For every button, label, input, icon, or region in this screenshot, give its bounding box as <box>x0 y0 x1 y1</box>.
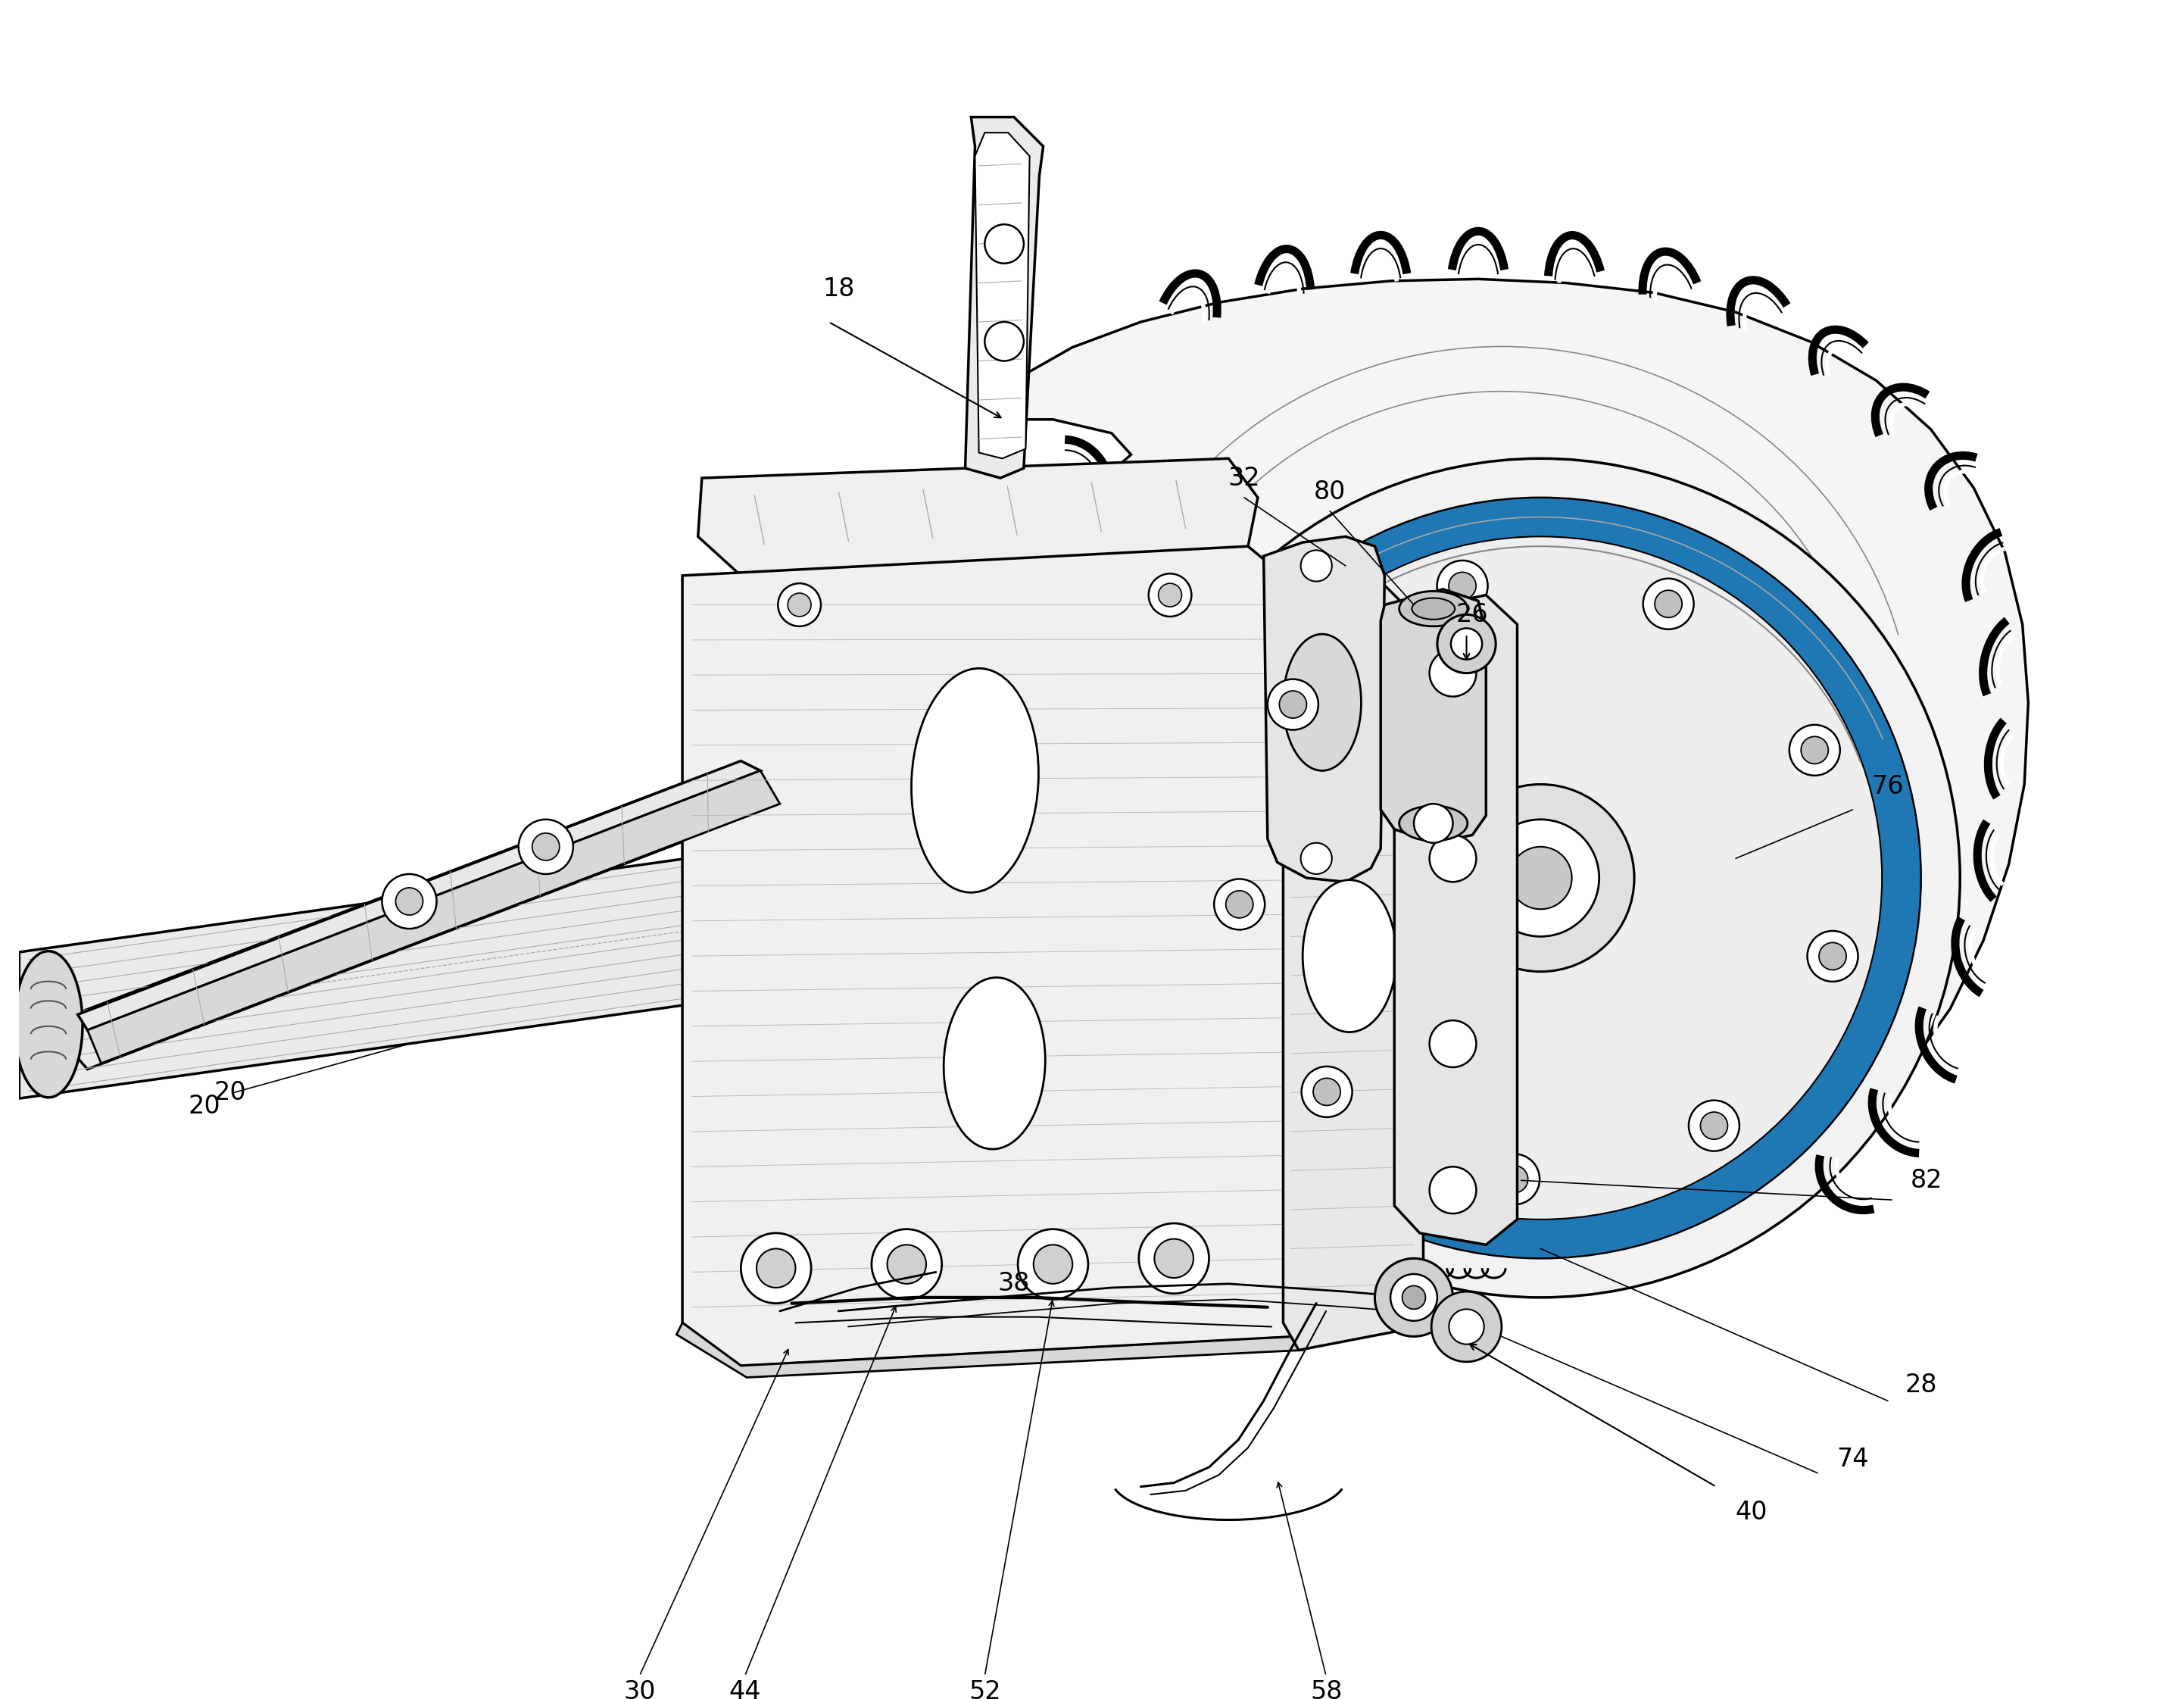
Circle shape <box>1155 1239 1192 1278</box>
Circle shape <box>1431 1291 1503 1363</box>
Polygon shape <box>1265 537 1385 882</box>
Circle shape <box>1199 537 1883 1220</box>
Circle shape <box>756 1249 795 1288</box>
Circle shape <box>1789 725 1839 775</box>
Circle shape <box>1225 890 1254 917</box>
Circle shape <box>788 593 810 617</box>
Polygon shape <box>699 459 1258 576</box>
Polygon shape <box>20 797 1140 1099</box>
Ellipse shape <box>1411 598 1455 620</box>
Text: 80: 80 <box>1315 479 1345 505</box>
Circle shape <box>395 887 424 916</box>
Text: 30: 30 <box>622 1679 655 1699</box>
Circle shape <box>1808 931 1859 982</box>
Circle shape <box>1120 459 1959 1298</box>
Circle shape <box>1160 498 1922 1259</box>
Text: 28: 28 <box>1904 1373 1937 1398</box>
Circle shape <box>1437 561 1487 612</box>
Text: 20: 20 <box>188 1094 221 1118</box>
Ellipse shape <box>911 668 1040 892</box>
Text: 76: 76 <box>1872 773 1904 799</box>
Polygon shape <box>677 1303 1321 1378</box>
Polygon shape <box>1284 586 1424 1351</box>
Circle shape <box>1802 736 1828 765</box>
Circle shape <box>1688 1101 1738 1150</box>
Circle shape <box>1448 573 1476 600</box>
Polygon shape <box>965 117 1044 477</box>
Circle shape <box>1267 680 1319 731</box>
Text: 74: 74 <box>1837 1448 1870 1471</box>
Circle shape <box>1158 583 1182 607</box>
Circle shape <box>518 819 572 873</box>
Circle shape <box>1214 878 1265 929</box>
Circle shape <box>1448 785 1634 972</box>
Circle shape <box>778 583 821 627</box>
Circle shape <box>1437 615 1496 673</box>
Circle shape <box>1402 1286 1426 1310</box>
Circle shape <box>1033 1245 1072 1284</box>
Circle shape <box>985 321 1024 360</box>
Circle shape <box>1489 1154 1540 1205</box>
Circle shape <box>533 833 559 860</box>
Circle shape <box>985 224 1024 263</box>
Circle shape <box>1701 1113 1728 1140</box>
Circle shape <box>1483 819 1599 936</box>
Text: 52: 52 <box>968 1679 1000 1699</box>
Circle shape <box>1302 550 1332 581</box>
Circle shape <box>1391 1274 1437 1320</box>
Text: 20: 20 <box>214 1081 247 1104</box>
Circle shape <box>1149 574 1192 617</box>
Circle shape <box>1018 1228 1088 1300</box>
Circle shape <box>1448 1310 1485 1344</box>
Circle shape <box>1431 1021 1476 1067</box>
Ellipse shape <box>943 977 1046 1149</box>
Circle shape <box>1655 590 1682 617</box>
Circle shape <box>1138 1223 1210 1293</box>
Circle shape <box>1313 1079 1341 1106</box>
Circle shape <box>871 1228 941 1300</box>
Circle shape <box>1431 1167 1476 1213</box>
Polygon shape <box>79 761 760 1030</box>
Circle shape <box>1431 649 1476 697</box>
Circle shape <box>1509 846 1572 909</box>
Text: 58: 58 <box>1310 1679 1343 1699</box>
Text: 26: 26 <box>1457 601 1489 627</box>
Text: 82: 82 <box>1911 1167 1944 1193</box>
Circle shape <box>1302 843 1332 873</box>
Circle shape <box>887 1245 926 1284</box>
Ellipse shape <box>1400 805 1468 841</box>
Ellipse shape <box>1400 591 1468 627</box>
Ellipse shape <box>15 951 83 1098</box>
Text: 18: 18 <box>823 277 854 301</box>
Polygon shape <box>681 547 1317 1366</box>
Circle shape <box>1431 834 1476 882</box>
Circle shape <box>1500 1166 1529 1193</box>
Circle shape <box>1450 629 1483 659</box>
Polygon shape <box>74 761 771 1069</box>
Polygon shape <box>1393 595 1518 1245</box>
Polygon shape <box>87 771 780 1064</box>
Circle shape <box>740 1233 810 1303</box>
Circle shape <box>1302 1067 1352 1118</box>
Ellipse shape <box>1302 880 1396 1031</box>
Ellipse shape <box>1284 634 1361 771</box>
Polygon shape <box>1380 590 1485 843</box>
Polygon shape <box>972 279 2029 1205</box>
Text: 38: 38 <box>998 1271 1031 1296</box>
Polygon shape <box>974 133 1029 459</box>
Circle shape <box>1642 579 1695 629</box>
Circle shape <box>382 873 437 929</box>
Circle shape <box>1280 691 1306 719</box>
Text: 44: 44 <box>729 1679 760 1699</box>
Circle shape <box>1413 804 1452 843</box>
Circle shape <box>1819 943 1845 970</box>
Text: 32: 32 <box>1227 466 1260 491</box>
Circle shape <box>1376 1259 1452 1337</box>
Text: 40: 40 <box>1736 1500 1767 1524</box>
